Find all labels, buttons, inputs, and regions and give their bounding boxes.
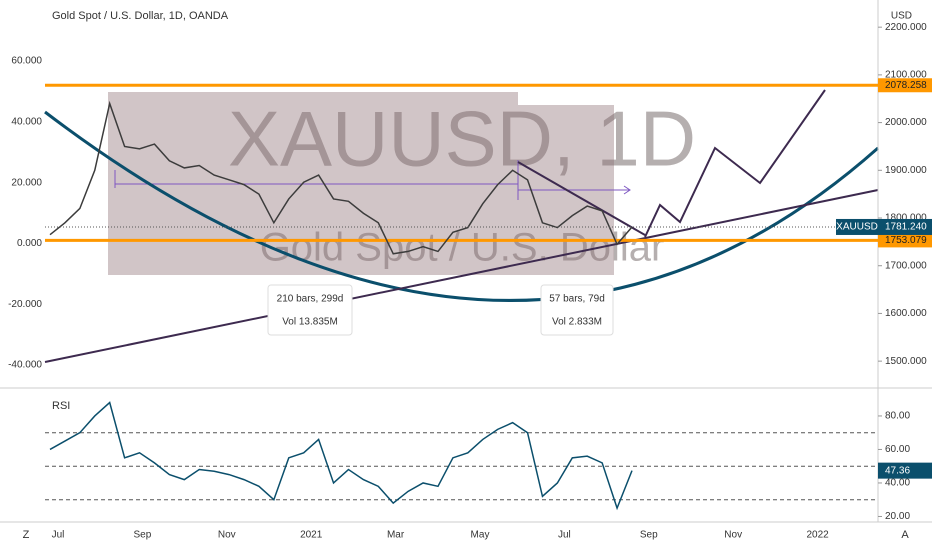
level-tag — [878, 78, 932, 93]
y-tick-label: 20.000 — [11, 177, 42, 188]
y-tick-label: -20.000 — [8, 299, 42, 310]
x-tick-label: 2022 — [806, 530, 829, 541]
y2-tick-label: 1500.000 — [885, 356, 927, 367]
y-tick-label: 60.000 — [11, 56, 42, 67]
measure-volume: Vol 13.835M — [282, 317, 338, 328]
chart-title: Gold Spot / U.S. Dollar, 1D, OANDA — [52, 10, 229, 22]
y2-tick-label: 2000.000 — [885, 117, 927, 128]
y-tick-label: -40.000 — [8, 360, 42, 371]
level-tag-label: 1753.079 — [885, 235, 927, 246]
corner-right[interactable]: A — [901, 529, 909, 541]
measure-bars: 210 bars, 299d — [277, 294, 344, 305]
measure-bars: 57 bars, 79d — [549, 294, 605, 305]
price-tag-label: 1781.240 — [885, 222, 927, 233]
symbol-tag — [836, 218, 878, 235]
x-tick-label: May — [471, 530, 490, 541]
rsi-tick-label: 80.00 — [885, 411, 910, 422]
measure-box — [540, 284, 614, 336]
arc-curve — [44, 110, 879, 302]
x-tick-label: Mar — [387, 530, 405, 541]
x-tick-label: 2021 — [300, 530, 323, 541]
arrow-head — [623, 185, 631, 195]
rsi-tick-label: 60.00 — [885, 444, 910, 455]
projection — [644, 89, 826, 238]
symbol-tag-label: XAUUSD — [836, 222, 878, 233]
level-tag — [878, 233, 932, 248]
rsi-tick-label: 20.00 — [885, 511, 910, 522]
rsi-tag — [878, 462, 932, 479]
currency: USD — [891, 11, 912, 22]
x-tick-label: Nov — [218, 530, 236, 541]
level-tag-label: 2078.258 — [885, 80, 927, 91]
y-tick-label: 40.000 — [11, 116, 42, 127]
trend-line — [517, 161, 646, 236]
rsi-line — [49, 401, 633, 511]
rsi-tick-label: 40.00 — [885, 478, 910, 489]
y2-tick-label: 2100.000 — [885, 70, 927, 81]
price-tag — [878, 218, 932, 235]
rsi-tag-label: 47.36 — [885, 465, 910, 476]
y2-tick-label: 1800.000 — [885, 213, 927, 224]
y2-tick-label: 2200.000 — [885, 22, 927, 33]
measure-volume: Vol 2.833M — [552, 317, 602, 328]
corner-left[interactable]: Z — [23, 529, 30, 541]
y2-tick-label: 1900.000 — [885, 165, 927, 176]
y2-tick-label: 1600.000 — [885, 308, 927, 319]
x-tick-label: Sep — [640, 530, 658, 541]
x-tick-label: Sep — [134, 530, 152, 541]
trend-line — [44, 189, 879, 363]
y-tick-label: 0.000 — [17, 238, 42, 249]
x-tick-label: Nov — [724, 530, 742, 541]
rsi-label: RSI — [52, 400, 70, 412]
y2-tick-label: 1700.000 — [885, 260, 927, 271]
measure-box — [267, 284, 353, 336]
x-tick-label: Jul — [558, 530, 571, 541]
watermark-symbol: XAUUSD, 1D — [228, 95, 696, 183]
x-tick-label: Jul — [52, 530, 65, 541]
price-line — [49, 100, 633, 255]
